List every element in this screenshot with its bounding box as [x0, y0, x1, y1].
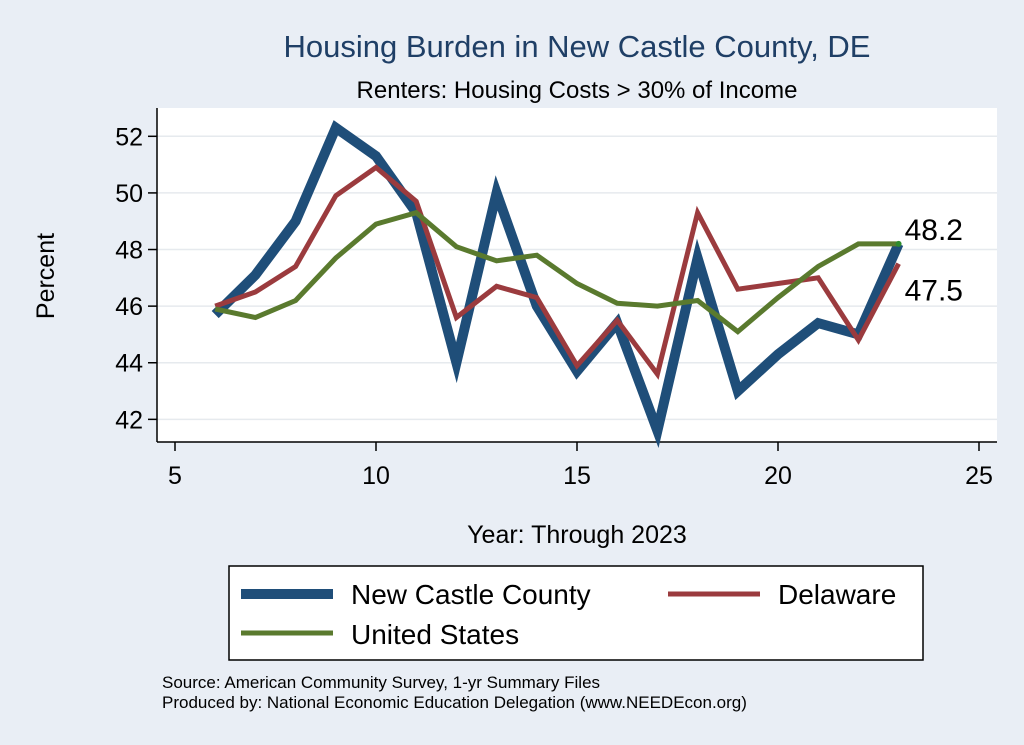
x-tick-label-10: 10	[362, 462, 390, 490]
chart-title: Housing Burden in New Castle County, DE	[284, 29, 871, 64]
x-tick-label-25: 25	[965, 462, 993, 490]
x-tick-label-5: 5	[168, 462, 182, 490]
legend-label-new-castle: New Castle County	[351, 579, 591, 610]
y-tick-label-44: 44	[115, 350, 143, 378]
x-axis-label: Year: Through 2023	[467, 521, 687, 549]
series-line-new-castle-county	[211, 120, 904, 448]
source-line: Source: American Community Survey, 1-yr …	[162, 673, 600, 692]
chart-subtitle: Renters: Housing Costs > 30% of Income	[357, 77, 798, 104]
legend: New Castle County Delaware United States	[228, 565, 924, 661]
label-layer: 48.2 47.5	[905, 214, 963, 308]
y-tick-label-50: 50	[115, 180, 143, 208]
y-axis-label: Percent	[32, 233, 60, 319]
y-tick-label-48: 48	[115, 237, 143, 265]
x-tick-label-20: 20	[764, 462, 792, 490]
y-tick-label-52: 52	[115, 123, 143, 151]
legend-label-united-states: United States	[351, 619, 519, 650]
legend-box	[228, 565, 924, 661]
legend-label-delaware: Delaware	[778, 579, 896, 610]
y-tick-label-42: 42	[115, 406, 143, 434]
series-layer	[211, 120, 904, 448]
x-tick-label-15: 15	[563, 462, 591, 490]
produced-by-line: Produced by: National Economic Education…	[162, 693, 747, 712]
series-line-united-states	[214, 209, 899, 335]
end-label-delaware: 47.5	[905, 275, 963, 308]
y-tick-label-46: 46	[115, 293, 143, 321]
plot-area	[157, 108, 997, 442]
end-label-new-castle: 48.2	[905, 214, 963, 247]
end-point-united-states	[895, 240, 902, 247]
axis-layer: 42 44 46 48 50 52 5 10 15 20 25	[115, 108, 997, 490]
series-line-delaware	[214, 164, 901, 380]
